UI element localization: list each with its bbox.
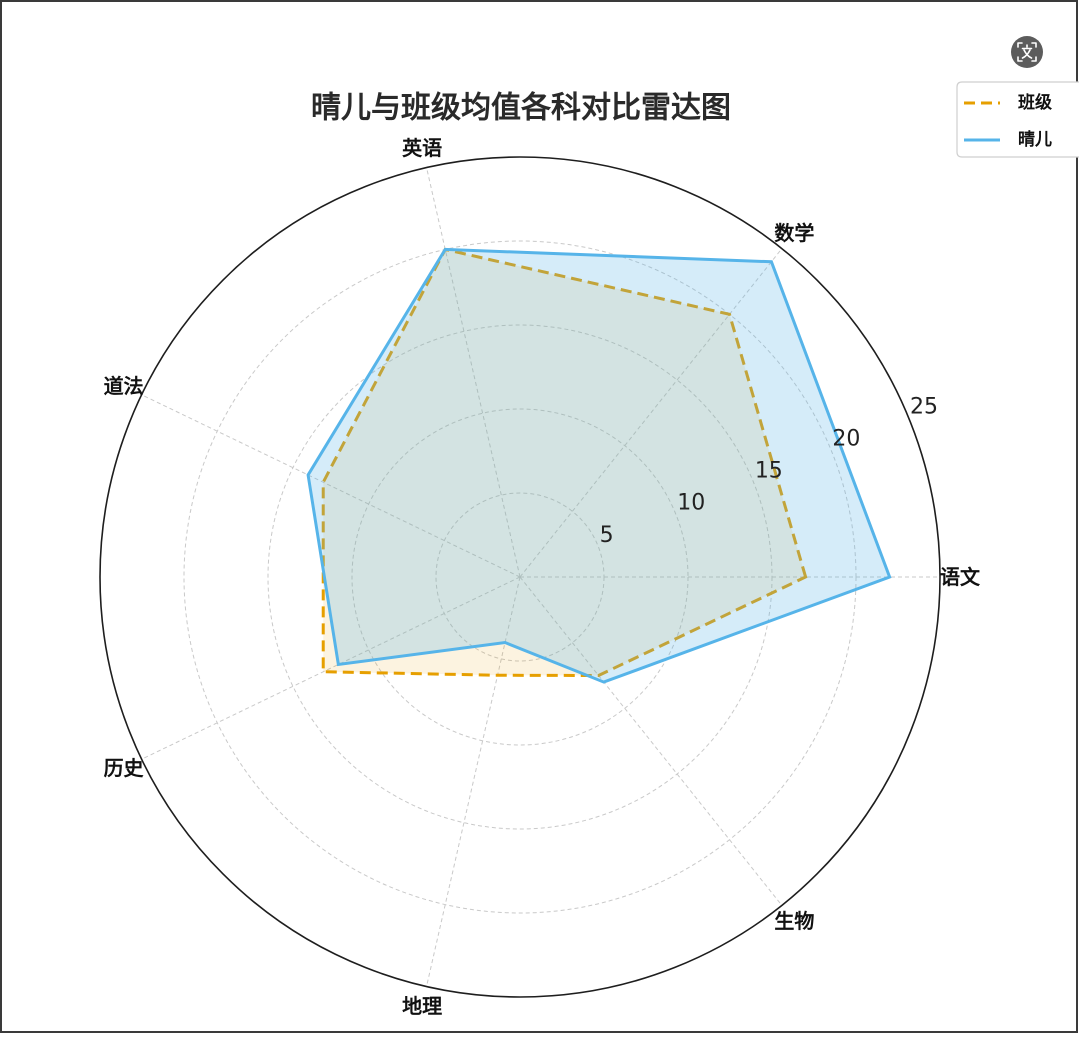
- legend-label-qinger: 晴儿: [1018, 130, 1052, 150]
- radial-tick-label-0: 5: [600, 523, 614, 548]
- legend: 班级 晴儿: [956, 81, 1079, 158]
- translate-icon-frame[interactable]: [1017, 42, 1037, 62]
- chart-axis: [99, 156, 941, 998]
- angular-gridline-6: [519, 576, 783, 906]
- series-1-area: [308, 249, 890, 683]
- translate-icon-background[interactable]: [1011, 36, 1043, 68]
- legend-frame: [956, 81, 1079, 158]
- category-label-5: 地理: [402, 994, 442, 1018]
- category-label-0: 语文: [940, 565, 981, 589]
- radial-tick-label-4: 25: [910, 394, 938, 419]
- angular-gridline-2: [426, 167, 521, 578]
- series-1-line: [306, 247, 892, 684]
- series-0-area: [323, 249, 806, 676]
- category-label-2: 英语: [402, 136, 442, 160]
- angular-gridline-1: [519, 248, 783, 578]
- chart-title: 晴儿与班级均值各科对比雷达图: [311, 91, 731, 126]
- category-label-1: 数学: [774, 221, 814, 245]
- angular-gridline-3: [141, 394, 521, 578]
- chart-grid: [141, 167, 940, 987]
- radial-tick-label-1: 10: [677, 491, 705, 516]
- category-label-3: 道法: [104, 374, 144, 398]
- radial-tick-label-3: 20: [832, 426, 860, 451]
- category-label-6: 生物: [774, 909, 814, 933]
- category-label-4: 历史: [104, 756, 145, 780]
- radial-tick-label-2: 15: [755, 459, 783, 484]
- outer-axis-circle: [99, 156, 941, 998]
- translate-icon[interactable]: [1011, 36, 1043, 68]
- translate-icon-glyph[interactable]: [1021, 44, 1033, 59]
- angular-gridline-5: [426, 576, 521, 987]
- chart-series: [306, 247, 892, 684]
- legend-label-class: 班级: [1018, 92, 1052, 113]
